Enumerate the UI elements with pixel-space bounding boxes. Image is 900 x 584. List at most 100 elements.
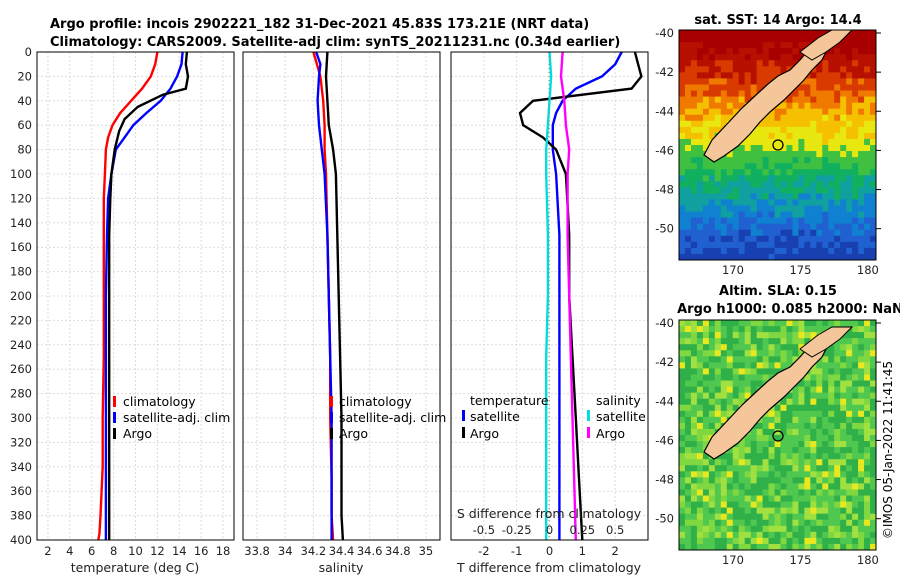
map-cell	[714, 199, 722, 206]
map-cell	[798, 205, 805, 212]
map-cell	[834, 120, 841, 128]
map-lat-label: -40	[655, 26, 674, 40]
map-cell	[822, 386, 829, 394]
map-cell	[852, 435, 859, 442]
map-cell	[846, 368, 853, 375]
map-cell	[750, 459, 758, 466]
map-cell	[870, 453, 877, 460]
x-tick-label: 18	[216, 544, 231, 558]
map-cell	[840, 441, 847, 448]
map-cell	[822, 398, 829, 406]
map-cell	[714, 344, 722, 351]
map-cell	[846, 120, 853, 128]
map-cell	[684, 145, 692, 152]
difference-legend: temperature satellite Argo salinity sate…	[462, 393, 646, 441]
map-cell	[690, 404, 698, 412]
map-cell	[780, 199, 787, 206]
map-cell	[852, 410, 859, 418]
map-cell	[756, 483, 763, 490]
map-cell	[714, 320, 722, 327]
map-cell	[684, 102, 692, 110]
map-cell	[708, 181, 716, 188]
map-cell	[816, 320, 823, 327]
map-cell	[786, 416, 793, 424]
map-cell	[726, 332, 734, 339]
map-cell	[822, 453, 829, 460]
map-cell	[810, 428, 817, 436]
map-cell	[732, 477, 740, 484]
map-cell	[816, 489, 823, 496]
series-line-climatology	[97, 51, 159, 541]
map-cell	[702, 356, 710, 363]
map-cell	[834, 229, 841, 237]
map-cell	[858, 138, 865, 146]
map-cell	[732, 223, 740, 231]
map-cell	[852, 223, 859, 231]
map-cell	[684, 428, 692, 436]
map-cell	[679, 338, 686, 345]
map-cell	[864, 145, 871, 152]
map-cell	[738, 483, 746, 490]
map-cell	[786, 404, 793, 412]
map-cell	[870, 169, 877, 176]
map-cell	[810, 120, 817, 128]
map-cell	[834, 211, 841, 219]
map-cell	[828, 90, 835, 97]
map-cell	[690, 519, 698, 527]
map-cell	[768, 465, 775, 472]
map-cell	[744, 350, 752, 357]
map-cell	[714, 253, 722, 261]
map-cell	[702, 453, 710, 460]
map-cell	[840, 54, 847, 61]
map-cell	[774, 453, 781, 460]
map-cell	[720, 513, 728, 521]
map-cell	[834, 163, 841, 170]
map-cell	[852, 157, 859, 164]
map-cell	[840, 175, 847, 182]
map-cell	[786, 362, 793, 369]
map-cell	[679, 428, 686, 436]
map-cell	[798, 187, 805, 194]
map-cell	[798, 338, 805, 345]
map-cell	[804, 380, 811, 387]
map-cell	[750, 138, 758, 146]
map-cell	[726, 507, 734, 515]
map-cell	[852, 501, 859, 509]
map-cell	[870, 241, 877, 249]
map-cell	[750, 229, 758, 237]
map-cell	[696, 531, 704, 539]
map-cell	[834, 253, 841, 261]
map-cell	[786, 410, 793, 418]
map-cell	[679, 537, 686, 545]
map-cell	[750, 54, 758, 61]
map-cell	[714, 543, 722, 551]
map-cell	[828, 386, 835, 394]
map-cell	[744, 181, 752, 188]
map-cell	[864, 392, 871, 400]
map-cell	[846, 453, 853, 460]
map-cell	[834, 132, 841, 140]
map-cell	[828, 531, 835, 539]
map-cell	[816, 422, 823, 430]
map-cell	[822, 72, 829, 79]
map-cell	[744, 531, 752, 539]
map-cell	[750, 471, 758, 478]
map-cell	[780, 543, 787, 551]
map-cell	[786, 422, 793, 430]
map-cell	[846, 374, 853, 381]
map-cell	[840, 356, 847, 363]
map-cell	[756, 66, 763, 73]
map-cell	[774, 169, 781, 176]
map-cell	[780, 223, 787, 231]
series-line-argo	[107, 51, 190, 540]
map-cell	[690, 495, 698, 502]
map-cell	[720, 181, 728, 188]
sst-map: sat. SST: 14 Argo: 14.4 -40-42-44-46-48-…	[655, 13, 881, 277]
y-tick-label: 80	[17, 143, 32, 157]
map-cell	[846, 507, 853, 515]
map-cell	[679, 441, 686, 448]
map-cell	[690, 151, 698, 158]
map-cell	[714, 422, 722, 430]
map-cell	[798, 447, 805, 454]
map-cell	[726, 175, 734, 182]
